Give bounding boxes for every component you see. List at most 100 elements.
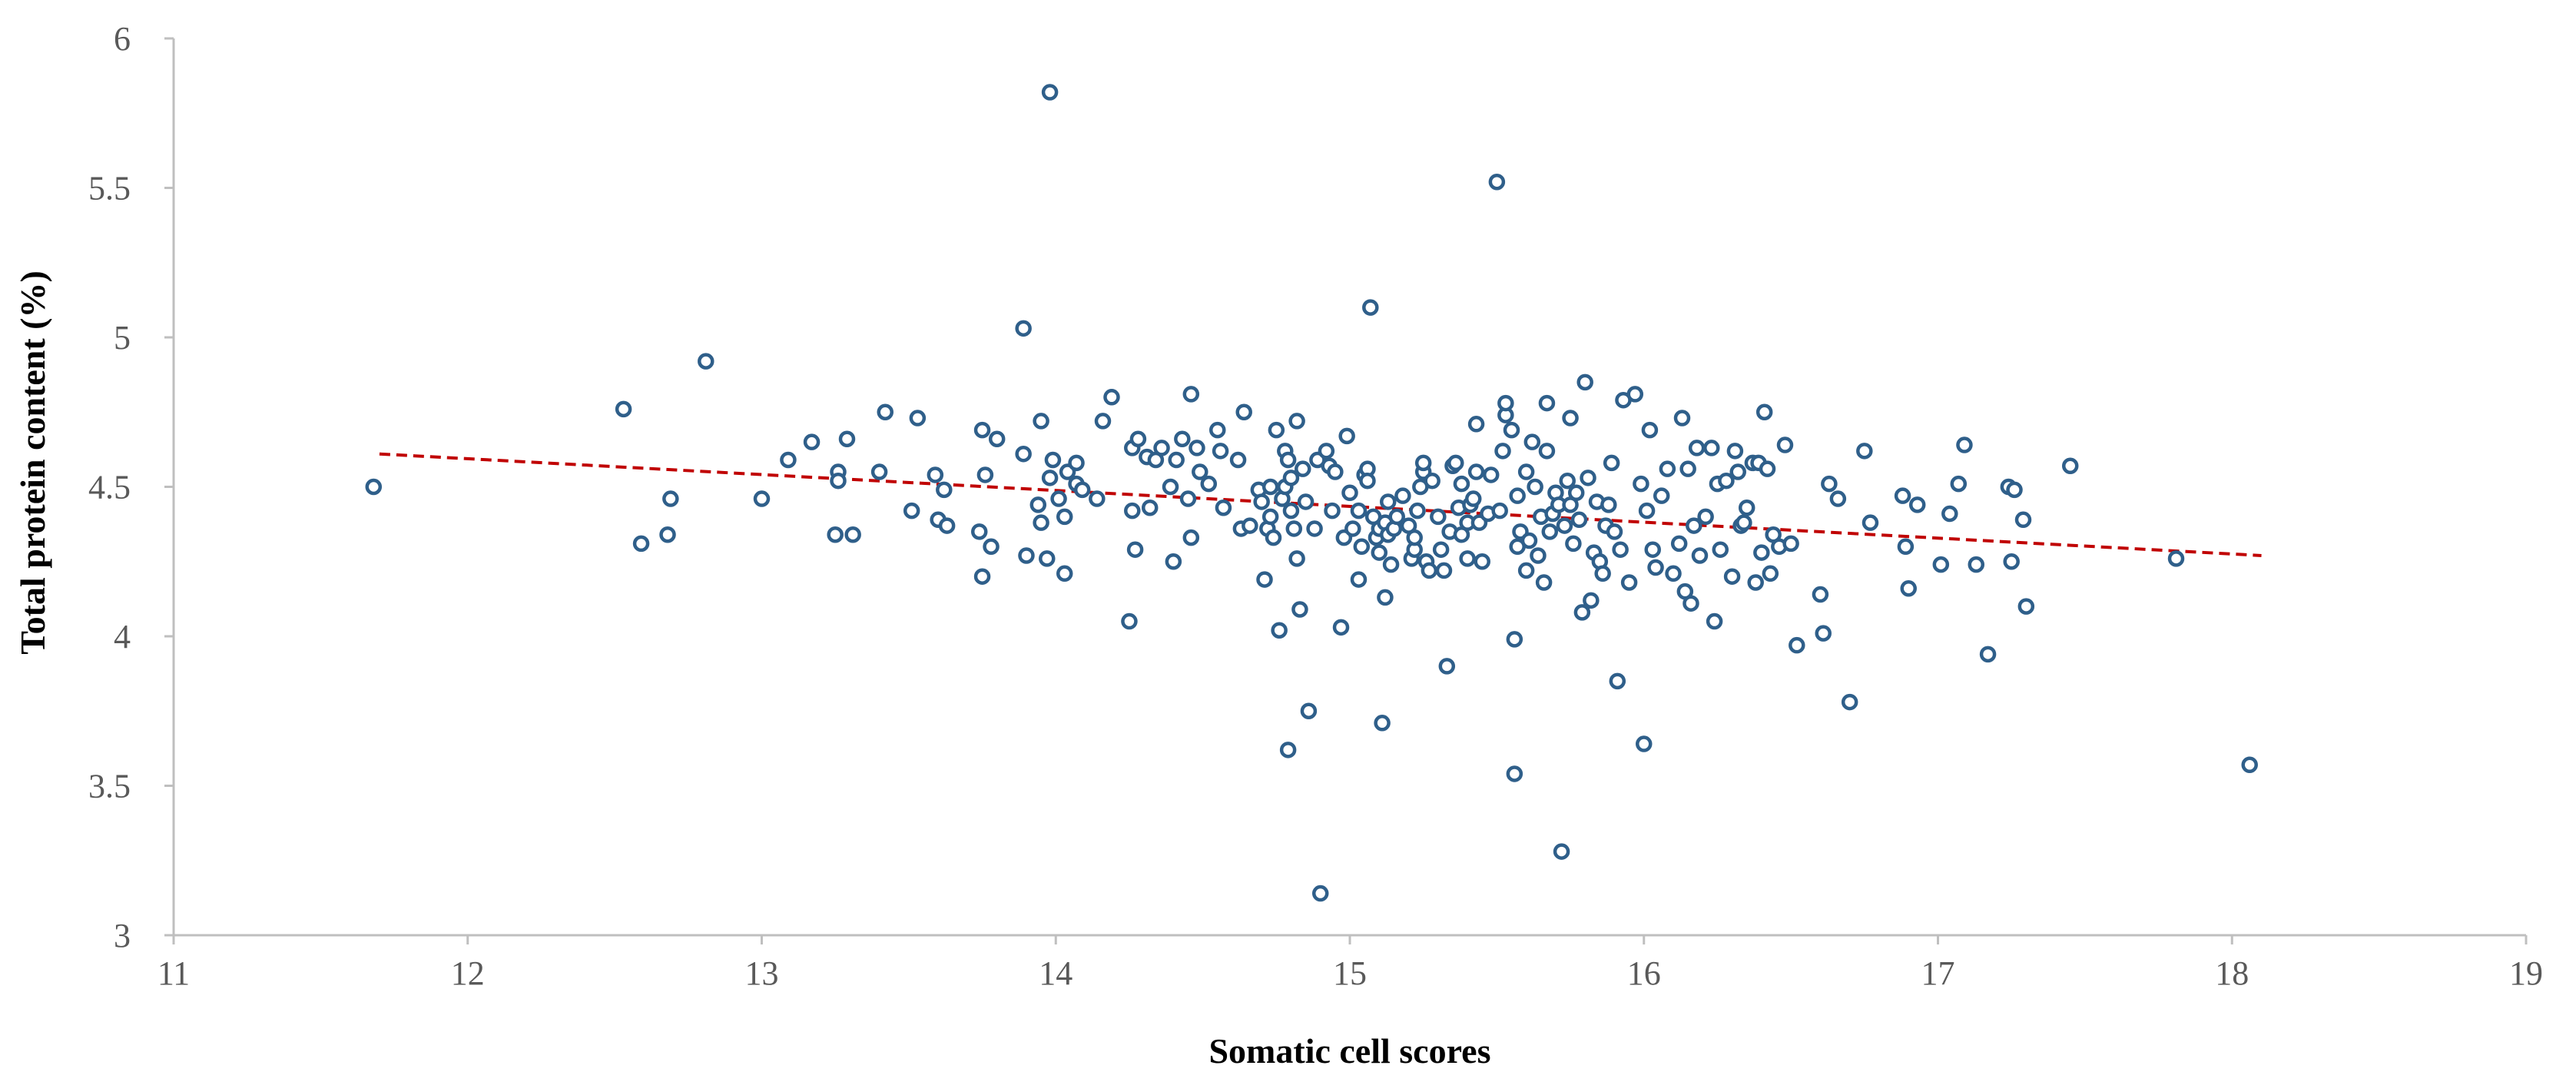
data-point [1212,443,1229,460]
data-point [1488,173,1506,191]
y-tick-label: 3.5 [88,768,131,805]
data-point [1626,386,1644,403]
data-point [1256,571,1273,588]
x-tick-label: 17 [1921,954,1955,992]
data-point [1523,433,1541,450]
data-point [1406,529,1423,546]
data-point [838,430,856,448]
data-point [1620,574,1638,591]
data-point [1327,463,1344,480]
data-point [1897,538,1915,556]
data-point [1288,413,1305,430]
data-point [1438,658,1456,675]
data-point [1509,487,1526,504]
data-point [1782,535,1799,553]
data-point [1600,496,1617,513]
data-point [1553,843,1570,860]
data-point [1182,529,1200,546]
data-point [1580,470,1596,486]
data-point [1862,514,1879,531]
data-point [1282,502,1300,519]
data-point [1968,556,1985,573]
data-point [1297,493,1315,510]
data-point [1520,532,1538,549]
x-axis-title: Somatic cell scores [1208,1031,1490,1070]
data-point [1673,410,1691,427]
data-point [1279,742,1297,758]
data-point [1033,514,1049,531]
data-point [1300,702,1318,719]
data-point [1726,443,1744,460]
data-point [1432,541,1450,558]
data-point [1382,556,1400,573]
data-point [1538,443,1556,460]
data-point [1459,550,1476,567]
data-point [1517,463,1535,480]
x-tick-label: 19 [2509,954,2543,992]
data-point [1821,475,1838,493]
data-point [1430,508,1447,526]
data-point [1306,520,1323,537]
data-point [1530,547,1547,564]
data-point [2006,481,2023,499]
data-point [1295,460,1311,477]
data-point [1670,535,1688,553]
data-point [1465,490,1482,507]
data-point [1503,421,1520,439]
data-point [1215,499,1232,516]
data-point [1606,523,1623,540]
data-point [1268,421,1285,439]
axes [164,37,2528,944]
data-point [1033,413,1049,430]
data-point [1688,440,1706,456]
data-point [1653,487,1670,504]
data-point [698,353,714,370]
data-point [1341,484,1358,502]
data-point [1556,517,1573,534]
data-point [1162,478,1179,496]
data-point [1759,460,1776,477]
data-point [1506,631,1523,648]
data-point [1633,475,1649,493]
data-point [1755,403,1773,420]
data-point [1565,535,1582,553]
data-point [1332,619,1350,636]
data-point [1894,487,1911,504]
data-point [1165,553,1182,570]
data-point [1576,373,1593,391]
data-point [1192,463,1208,480]
data-point [1747,574,1764,591]
data-point [1609,672,1626,690]
data-point [1350,502,1368,519]
data-point [1789,636,1805,654]
data-point [1506,765,1523,782]
data-point [1447,454,1464,472]
data-point [1718,472,1735,490]
data-point [1089,490,1106,507]
data-point [659,526,676,543]
data-point [632,535,650,553]
data-point [1189,440,1205,456]
data-point [1141,499,1159,516]
data-point [927,466,944,483]
data-point [1753,544,1770,561]
x-tick-label: 13 [745,954,779,992]
data-point [1467,416,1485,433]
y-tick-label: 4 [114,618,131,656]
data-point [1491,502,1508,519]
data-point [1179,490,1197,507]
data-point [1424,472,1441,490]
x-tick-label: 14 [1039,954,1073,992]
data-point [1570,511,1588,529]
data-point [1559,472,1576,490]
data-point [1736,514,1752,531]
data-point [1388,508,1405,526]
data-point [1638,502,1656,519]
data-point [973,568,991,585]
data-point [1932,556,1950,573]
data-point [1497,394,1514,412]
y-tick-label: 4.5 [88,469,131,506]
data-point [1686,517,1702,534]
data-point [1956,436,1973,453]
